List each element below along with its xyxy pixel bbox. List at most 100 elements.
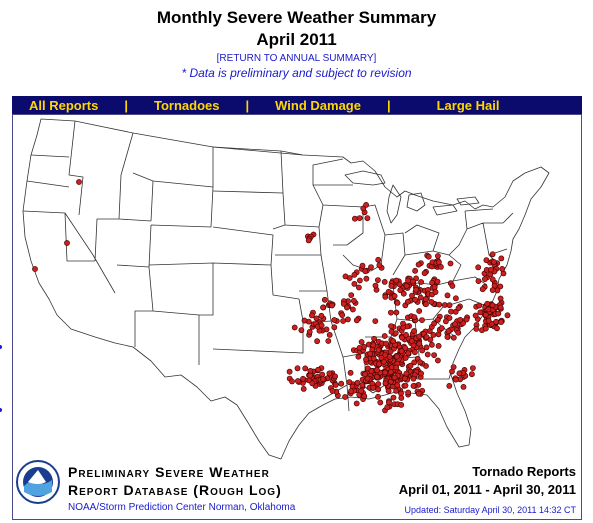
page-header: Monthly Severe Weather Summary April 201… <box>0 0 593 92</box>
tornado-report-marker <box>449 283 456 289</box>
tornado-report-marker <box>431 320 437 327</box>
tornado-report-marker <box>442 318 449 325</box>
tornado-report-marker <box>495 310 502 317</box>
tornado-report-marker <box>456 370 463 377</box>
tornado-report-marker <box>382 369 389 376</box>
tornado-report-marker <box>291 324 298 331</box>
tornado-report-marker <box>353 317 360 324</box>
nav-all-reports[interactable]: All Reports <box>29 97 99 113</box>
tornado-report-marker <box>394 299 401 306</box>
tornado-report-marker <box>424 351 431 358</box>
tornado-report-marker <box>450 334 457 341</box>
state-boundaries <box>22 118 550 460</box>
tornado-report-marker <box>419 317 425 323</box>
tornado-report-marker <box>372 282 379 289</box>
tornado-report-marker <box>381 278 388 285</box>
tornado-report-marker <box>375 256 382 263</box>
tornado-report-marker <box>308 312 315 319</box>
tornado-report-marker <box>419 347 426 354</box>
agency-credit-link[interactable]: NOAA/Storm Prediction Center Norman, Okl… <box>68 502 296 513</box>
tornado-report-marker <box>481 276 488 282</box>
tornado-report-marker <box>434 357 441 364</box>
tornado-report-marker <box>410 382 417 389</box>
tornado-report-marker <box>477 309 484 316</box>
tornado-report-marker <box>409 278 416 285</box>
preliminary-data-disclaimer: * Data is preliminary and subject to rev… <box>181 66 412 80</box>
tornado-report-marker <box>342 273 349 280</box>
tornado-report-marker <box>343 304 350 311</box>
tornado-report-marker <box>494 325 500 332</box>
tornado-report-marker <box>408 338 415 344</box>
tornado-report-marker <box>445 328 452 334</box>
tornado-report-marker <box>349 306 356 313</box>
tornado-report-marker <box>396 281 403 288</box>
tornado-report-marker <box>377 399 384 406</box>
tornado-report-marker <box>498 319 504 325</box>
tornado-report-marker <box>417 294 424 301</box>
tornado-report-marker <box>346 379 353 386</box>
nav-wind-damage[interactable]: Wind Damage <box>275 97 361 113</box>
last-updated-timestamp: Updated: Saturday April 30, 2011 14:32 C… <box>404 505 576 515</box>
tornado-report-marker <box>416 340 423 347</box>
tornado-report-marker <box>370 342 377 349</box>
tornado-report-marker <box>387 369 394 375</box>
tornado-report-marker <box>412 296 419 303</box>
tornado-report-marker <box>331 324 338 331</box>
noaa-logo-icon[interactable] <box>16 460 60 504</box>
tornado-report-marker <box>76 179 82 185</box>
tornado-report-marker <box>432 289 439 295</box>
tornado-report-marker <box>484 300 491 307</box>
tornado-report-marker <box>455 305 462 312</box>
tornado-report-marker <box>326 370 333 377</box>
page-title: Monthly Severe Weather Summary <box>156 8 437 27</box>
tornado-report-marker <box>298 327 305 334</box>
tornado-report-marker <box>356 344 363 351</box>
tornado-report-marker <box>289 378 295 385</box>
tornado-report-marker <box>468 371 475 378</box>
tornado-report-marker <box>359 382 366 388</box>
tornado-report-marker <box>405 350 412 357</box>
tornado-report-marker <box>485 317 492 324</box>
tornado-report-marker <box>340 300 347 307</box>
tornado-report-marker <box>393 387 399 394</box>
tornado-report-markers <box>32 179 511 414</box>
tornado-report-marker <box>307 372 314 379</box>
tornado-report-marker <box>353 400 360 407</box>
tornado-report-marker <box>331 317 338 323</box>
tornado-report-marker <box>412 267 418 274</box>
tornado-report-marker <box>438 325 445 332</box>
tornado-report-marker <box>323 326 330 333</box>
tornado-report-marker <box>348 292 355 298</box>
tornado-report-marker <box>393 309 400 316</box>
tornado-report-marker <box>385 399 392 406</box>
tornado-report-marker <box>425 253 432 260</box>
tornado-report-marker <box>384 404 391 411</box>
tornado-report-marker <box>344 316 351 323</box>
tornado-report-marker <box>407 362 414 369</box>
us-state-map <box>22 118 550 460</box>
tornado-report-marker <box>359 262 366 269</box>
tornado-report-marker <box>418 279 424 285</box>
tornado-report-marker <box>485 306 492 313</box>
tornado-report-marker <box>320 376 326 382</box>
tornado-report-marker <box>368 368 375 374</box>
tornado-report-marker <box>301 317 308 324</box>
tornado-report-marker <box>381 333 388 339</box>
nav-separator: | <box>245 97 250 113</box>
tornado-report-marker <box>368 264 374 270</box>
tornado-report-marker <box>390 338 397 345</box>
tornado-report-marker <box>318 322 325 329</box>
tornado-report-marker <box>415 390 422 397</box>
nav-large-hail[interactable]: Large Hail <box>436 97 500 113</box>
return-to-annual-summary-link[interactable]: [RETURN TO ANNUAL SUMMARY] <box>216 53 377 64</box>
tornado-report-marker <box>435 259 442 266</box>
tornado-report-marker <box>482 311 489 318</box>
tornado-report-marker <box>434 316 441 323</box>
tornado-report-marker <box>393 277 400 284</box>
tornado-report-marker <box>401 375 408 382</box>
tornado-report-marker <box>504 312 511 319</box>
tornado-report-marker <box>405 389 412 396</box>
page-subtitle: April 2011 <box>256 30 337 49</box>
nav-tornadoes[interactable]: Tornadoes <box>153 97 220 113</box>
tornado-report-marker <box>475 264 482 271</box>
